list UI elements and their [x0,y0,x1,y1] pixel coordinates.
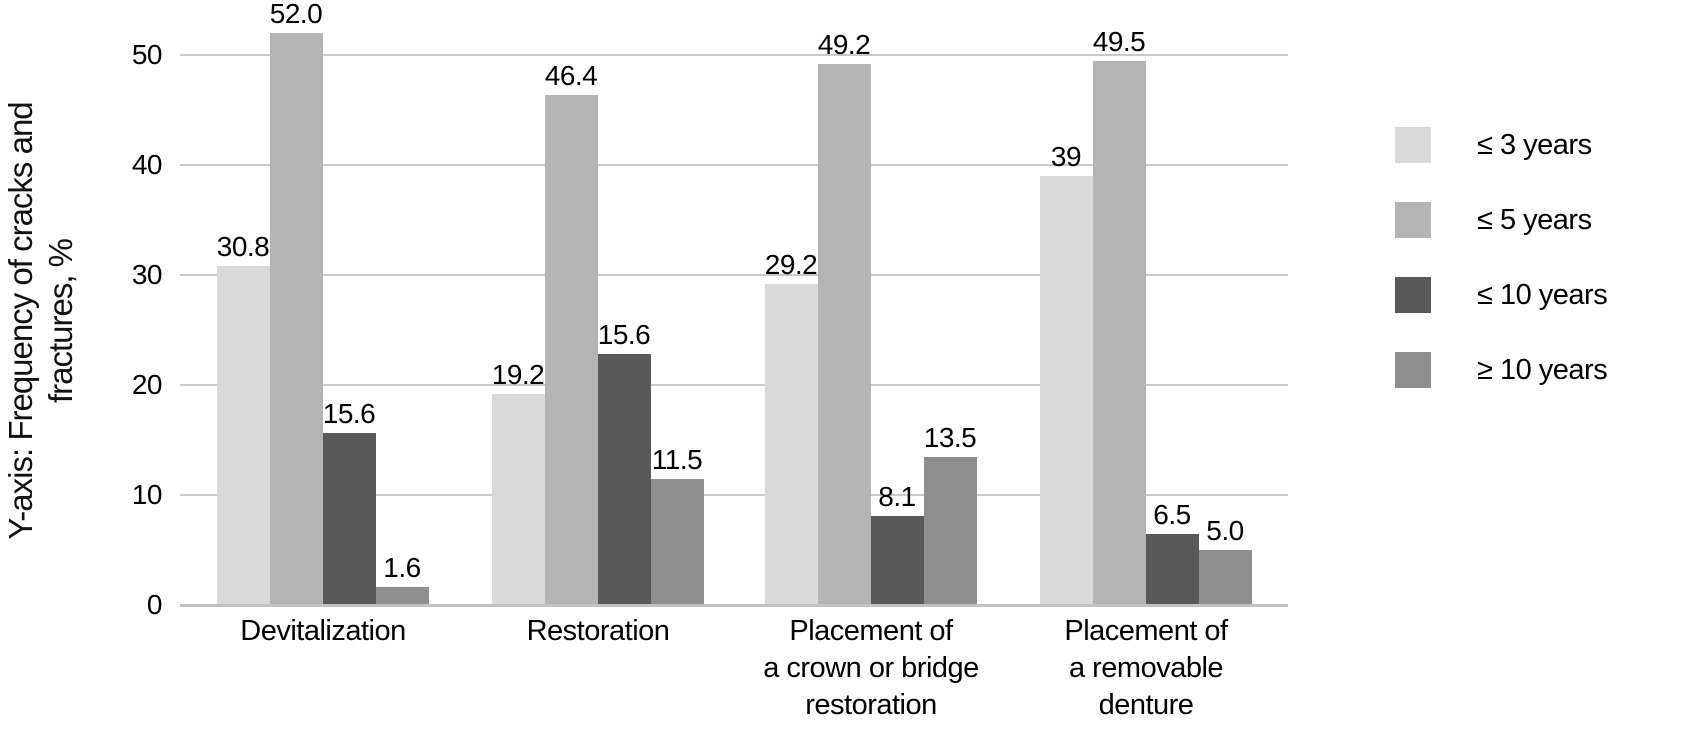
x-category-label-placement-of-a-removable-denture: Placement of a removable denture [976,613,1316,724]
value-label-restoration-le-10-years: 15.6 [597,319,651,351]
value-label-devitalization-le-5-years: 52.0 [269,0,323,29]
value-label-placement-of-a-removable-denture-le-10-years: 6.5 [1153,498,1191,530]
x-category-label-line: restoration [805,689,937,721]
bar-placement-of-a-crown-or-bridge-restoration-ge-10-years [924,456,977,605]
bar-placement-of-a-removable-denture-le-5-years [1093,60,1146,605]
value-label-placement-of-a-removable-denture-le-5-years: 49.5 [1092,25,1146,57]
x-category-label-restoration: Restoration [428,613,768,650]
legend-swatch-ge-10-years [1395,352,1431,388]
legend-label-ge-10-years: ≥ 10 years [1477,353,1608,386]
y-tick-label-0: 0 [146,589,163,620]
y-tick-label-50: 50 [131,39,163,70]
legend-label-le-10-years: ≤ 10 years [1477,278,1608,311]
x-category-label-line: Devitalization [240,615,406,647]
x-category-label-line: Placement of [1064,615,1228,647]
gridline-40 [180,164,1288,166]
value-label-placement-of-a-crown-or-bridge-restoration-le-5-years: 49.2 [817,28,871,60]
bar-placement-of-a-crown-or-bridge-restoration-le-10-years [871,515,924,605]
legend-swatch-le-10-years [1395,277,1431,313]
legend-label-le-5-years: ≤ 5 years [1477,203,1592,236]
gridline-10 [180,494,1288,496]
legend-item-le-5-years: ≤ 5 years [1395,202,1607,238]
bar-restoration-ge-10-years [651,478,704,605]
gridline-20 [180,384,1288,386]
value-label-placement-of-a-crown-or-bridge-restoration-le-10-years: 8.1 [878,480,916,512]
bar-restoration-le-5-years [545,94,598,605]
y-tick-label-30: 30 [131,259,163,290]
legend-swatch-le-5-years [1395,202,1431,238]
value-label-devitalization-ge-10-years: 1.6 [383,552,421,584]
value-label-placement-of-a-removable-denture-ge-10-years: 5.0 [1206,515,1244,546]
bar-restoration-le-3-years [492,393,545,605]
x-category-label-line: a removable [1068,652,1224,684]
bar-devitalization-le-5-years [270,33,323,605]
y-tick-label-20: 20 [131,369,163,400]
value-label-placement-of-a-crown-or-bridge-restoration-le-3-years: 29.2 [764,248,818,280]
value-label-restoration-ge-10-years: 11.5 [651,443,703,475]
bar-devitalization-le-3-years [217,266,270,605]
bar-devitalization-ge-10-years [376,587,429,605]
gridline-50 [180,54,1288,56]
x-category-label-devitalization: Devitalization [153,613,493,650]
bar-restoration-le-10-years [598,354,651,605]
legend-item-le-10-years: ≤ 10 years [1395,277,1608,313]
bar-devitalization-le-10-years [323,433,376,605]
x-category-label-placement-of-a-crown-or-bridge-restoration: Placement of a crown or bridge restoration [701,613,1041,724]
value-label-restoration-le-3-years: 19.2 [491,358,545,390]
x-category-label-line: Restoration [526,615,670,647]
x-category-label-line: Placement of [789,615,953,647]
bar-placement-of-a-removable-denture-le-10-years [1146,533,1199,605]
legend-swatch-le-3-years [1395,127,1431,163]
value-label-devitalization-le-3-years: 30.8 [216,231,270,263]
x-axis-line [180,604,1288,607]
bar-placement-of-a-removable-denture-le-3-years [1040,176,1093,605]
value-label-devitalization-le-10-years: 15.6 [322,398,376,430]
legend-item-ge-10-years: ≥ 10 years [1395,352,1608,388]
y-tick-label-40: 40 [131,149,163,180]
legend-item-le-3-years: ≤ 3 years [1395,127,1607,163]
bar-placement-of-a-removable-denture-ge-10-years [1199,550,1252,605]
bar-placement-of-a-crown-or-bridge-restoration-le-3-years [765,283,818,605]
y-tick-label-10: 10 [131,479,163,510]
x-category-label-line: a crown or bridge [763,652,979,684]
value-label-placement-of-a-removable-denture-le-3-years: 39 [1050,141,1082,172]
bar-placement-of-a-crown-or-bridge-restoration-le-5-years [818,63,871,605]
x-category-label-line: denture [1098,689,1194,721]
legend: ≤ 3 years ≤ 5 years ≤ 10 years ≥ 10 years [1395,127,1608,427]
gridline-30 [180,274,1288,276]
legend-label-le-3-years: ≤ 3 years [1477,128,1592,161]
value-label-restoration-le-5-years: 46.4 [544,59,598,91]
value-label-placement-of-a-crown-or-bridge-restoration-ge-10-years: 13.5 [923,421,977,453]
